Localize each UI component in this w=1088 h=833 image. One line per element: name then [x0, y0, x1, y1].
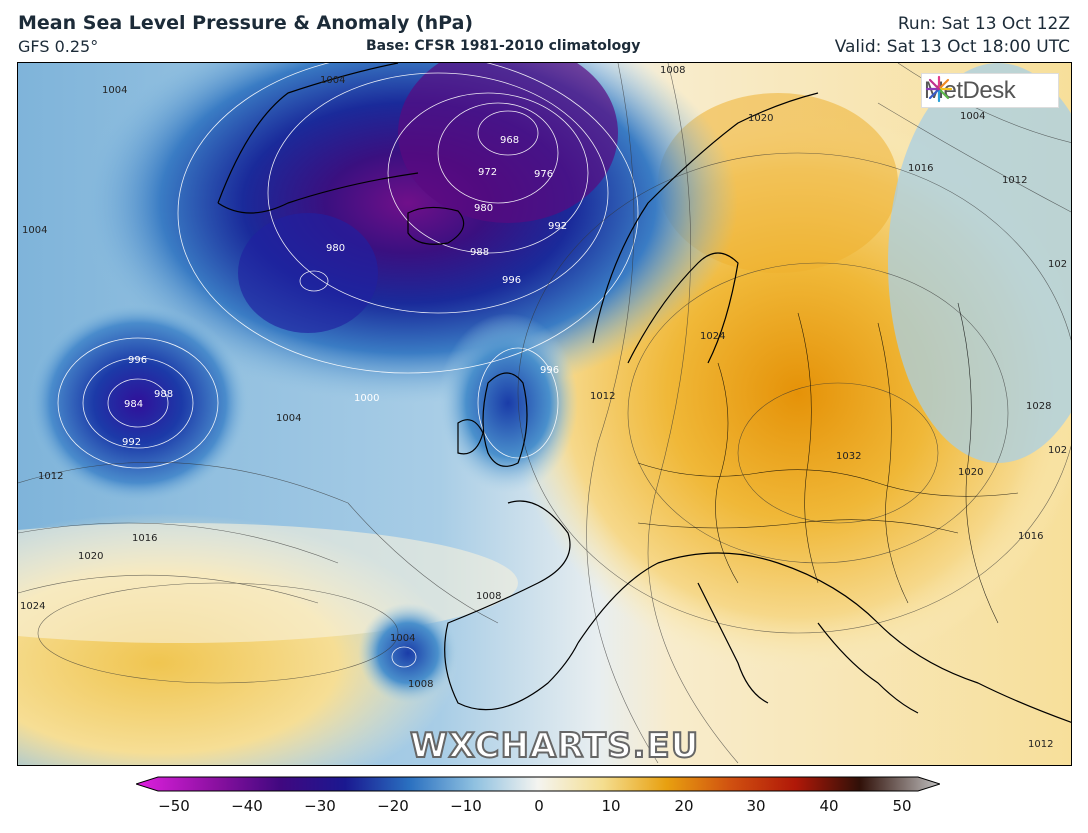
isobar-label: 1024 — [20, 601, 45, 612]
model-label: GFS 0.25° — [18, 37, 99, 56]
isobar-label: 980 — [474, 203, 493, 214]
eastern-trough-region — [888, 63, 1071, 463]
isobar-label: 972 — [478, 167, 497, 178]
isobar-label: 992 — [122, 437, 141, 448]
isobar-label: 102 — [1048, 445, 1067, 456]
coastlines — [217, 63, 1071, 723]
isobar-label: 1008 — [408, 679, 433, 690]
isobar-label: 1032 — [836, 451, 861, 462]
isobar-label: 1024 — [700, 331, 725, 342]
isobar-label: 1004 — [22, 225, 47, 236]
colorbar-tick: −30 — [304, 797, 336, 815]
colorbar-tick: 10 — [601, 797, 621, 815]
wxcharts-watermark: WXCHARTS.EU — [409, 725, 700, 767]
low-isobar-labels: 968 972 976 980 992 988 996 980 996 988 … — [122, 135, 567, 448]
colorbar-tick: 0 — [534, 797, 544, 815]
high-isobar-labels: 1004 1012 1016 1020 1024 1028 1032 1020 … — [20, 65, 1067, 750]
isobar-label: 1012 — [1028, 739, 1053, 750]
deep-low-core — [398, 63, 618, 223]
colorbar-tick: −50 — [158, 797, 190, 815]
climatology-base-label: Base: CFSR 1981-2010 climatology — [366, 38, 641, 54]
country-borders — [637, 302, 1019, 624]
metdesk-logo: MetDesk — [921, 73, 1059, 108]
colorbar-tick: 20 — [674, 797, 694, 815]
isobar-label: 1004 — [960, 111, 985, 122]
isobar-label: 102 — [1048, 259, 1067, 270]
british-isles-low-region — [438, 313, 578, 493]
isobar-label: 980 — [326, 243, 345, 254]
low-pressure-isobars — [57, 63, 639, 668]
isobar-label: 1020 — [748, 113, 773, 124]
isobar-label: 996 — [540, 365, 559, 376]
colorbar-tick: 40 — [819, 797, 839, 815]
isobar-label: 1020 — [78, 551, 103, 562]
isobar-label: 984 — [124, 399, 143, 410]
atlantic-low-region — [28, 303, 248, 503]
isobar-label: 1004 — [320, 75, 345, 86]
isobar-label: 1008 — [476, 591, 501, 602]
isobar-label: 1028 — [1026, 401, 1051, 412]
colorbar-tick: 30 — [746, 797, 766, 815]
high-pressure-isobars — [18, 63, 1071, 764]
isobar-label: 988 — [470, 247, 489, 258]
isobar-label: 1012 — [590, 391, 615, 402]
valid-time-label: Valid: Sat 13 Oct 18:00 UTC — [834, 37, 1070, 57]
isobar-label: 1016 — [132, 533, 157, 544]
iberian-low-region — [358, 603, 458, 703]
pressure-anomaly-map: 968 972 976 980 992 988 996 980 996 988 … — [17, 62, 1072, 766]
isobar-label: 1004 — [390, 633, 415, 644]
isobar-label: 988 — [154, 389, 173, 400]
isobar-label: 996 — [128, 355, 147, 366]
isobar-label: 968 — [500, 135, 519, 146]
isobar-label: 1000 — [354, 393, 379, 404]
run-time-label: Run: Sat 13 Oct 12Z — [897, 14, 1070, 34]
colorbar-tick: −20 — [377, 797, 409, 815]
chart-title: Mean Sea Level Pressure & Anomaly (hPa) — [18, 12, 474, 34]
isobar-label: 1016 — [1018, 531, 1043, 542]
secondary-low-core — [238, 213, 378, 333]
isobar-label: 1004 — [276, 413, 301, 424]
isobar-label: 1008 — [660, 65, 685, 76]
isobar-label: 1004 — [102, 85, 127, 96]
isobar-label: 1016 — [908, 163, 933, 174]
isobar-label: 976 — [534, 169, 553, 180]
isobar-label: 1020 — [958, 467, 983, 478]
isobar-label: 1012 — [38, 471, 63, 482]
metdesk-logo-icon — [925, 75, 953, 103]
colorbar-tick: 50 — [892, 797, 912, 815]
anomaly-colorbar — [136, 776, 940, 792]
colorbar-tick: −40 — [231, 797, 263, 815]
isobar-label: 992 — [548, 221, 567, 232]
colorbar-tick: −10 — [450, 797, 482, 815]
isobar-label: 996 — [502, 275, 521, 286]
isobar-label: 1012 — [1002, 175, 1027, 186]
map-canvas: 968 972 976 980 992 988 996 980 996 988 … — [18, 63, 1071, 765]
